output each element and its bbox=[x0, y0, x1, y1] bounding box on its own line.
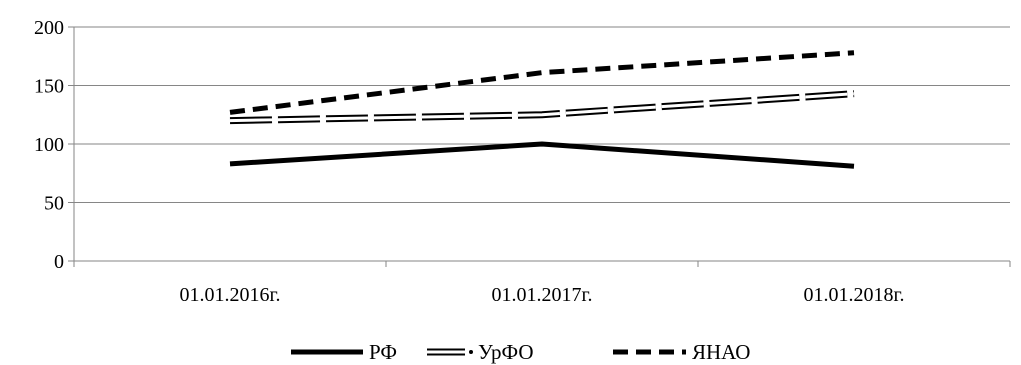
series-1 bbox=[229, 90, 855, 125]
x-tick-label: 01.01.2016г. bbox=[180, 284, 281, 306]
gridlines bbox=[74, 26, 1010, 203]
legend-dot bbox=[469, 350, 473, 354]
legend-label: ЯНАО bbox=[692, 340, 750, 364]
series-line-1 bbox=[229, 90, 855, 125]
legend-item-1: УрФО bbox=[427, 340, 534, 364]
series-lines bbox=[229, 50, 855, 169]
y-tick-label: 150 bbox=[34, 76, 64, 98]
series-line-0 bbox=[229, 141, 855, 169]
series-line-2 bbox=[229, 50, 855, 115]
x-tick-label: 01.01.2017г. bbox=[492, 284, 593, 306]
series-0 bbox=[229, 141, 855, 169]
legend: РФ УрФО ЯНАО bbox=[291, 340, 750, 364]
y-tick-label: 0 bbox=[54, 251, 64, 273]
legend-label: РФ bbox=[369, 340, 397, 364]
legend-label: УрФО bbox=[478, 340, 534, 364]
series-line-1-inner bbox=[229, 92, 855, 123]
legend-item-0: РФ bbox=[291, 340, 397, 364]
y-axis-ticks: 0 50 100 150 200 bbox=[34, 17, 74, 273]
y-tick-label: 100 bbox=[34, 134, 64, 156]
x-tick-label: 01.01.2018г. bbox=[804, 284, 905, 306]
y-tick-label: 200 bbox=[34, 17, 64, 39]
series-2 bbox=[229, 50, 855, 115]
y-tick-label: 50 bbox=[44, 193, 64, 215]
x-axis-ticks: 01.01.2016г. 01.01.2017г. 01.01.2018г. bbox=[73, 261, 1011, 306]
legend-item-2: ЯНАО bbox=[613, 340, 750, 364]
